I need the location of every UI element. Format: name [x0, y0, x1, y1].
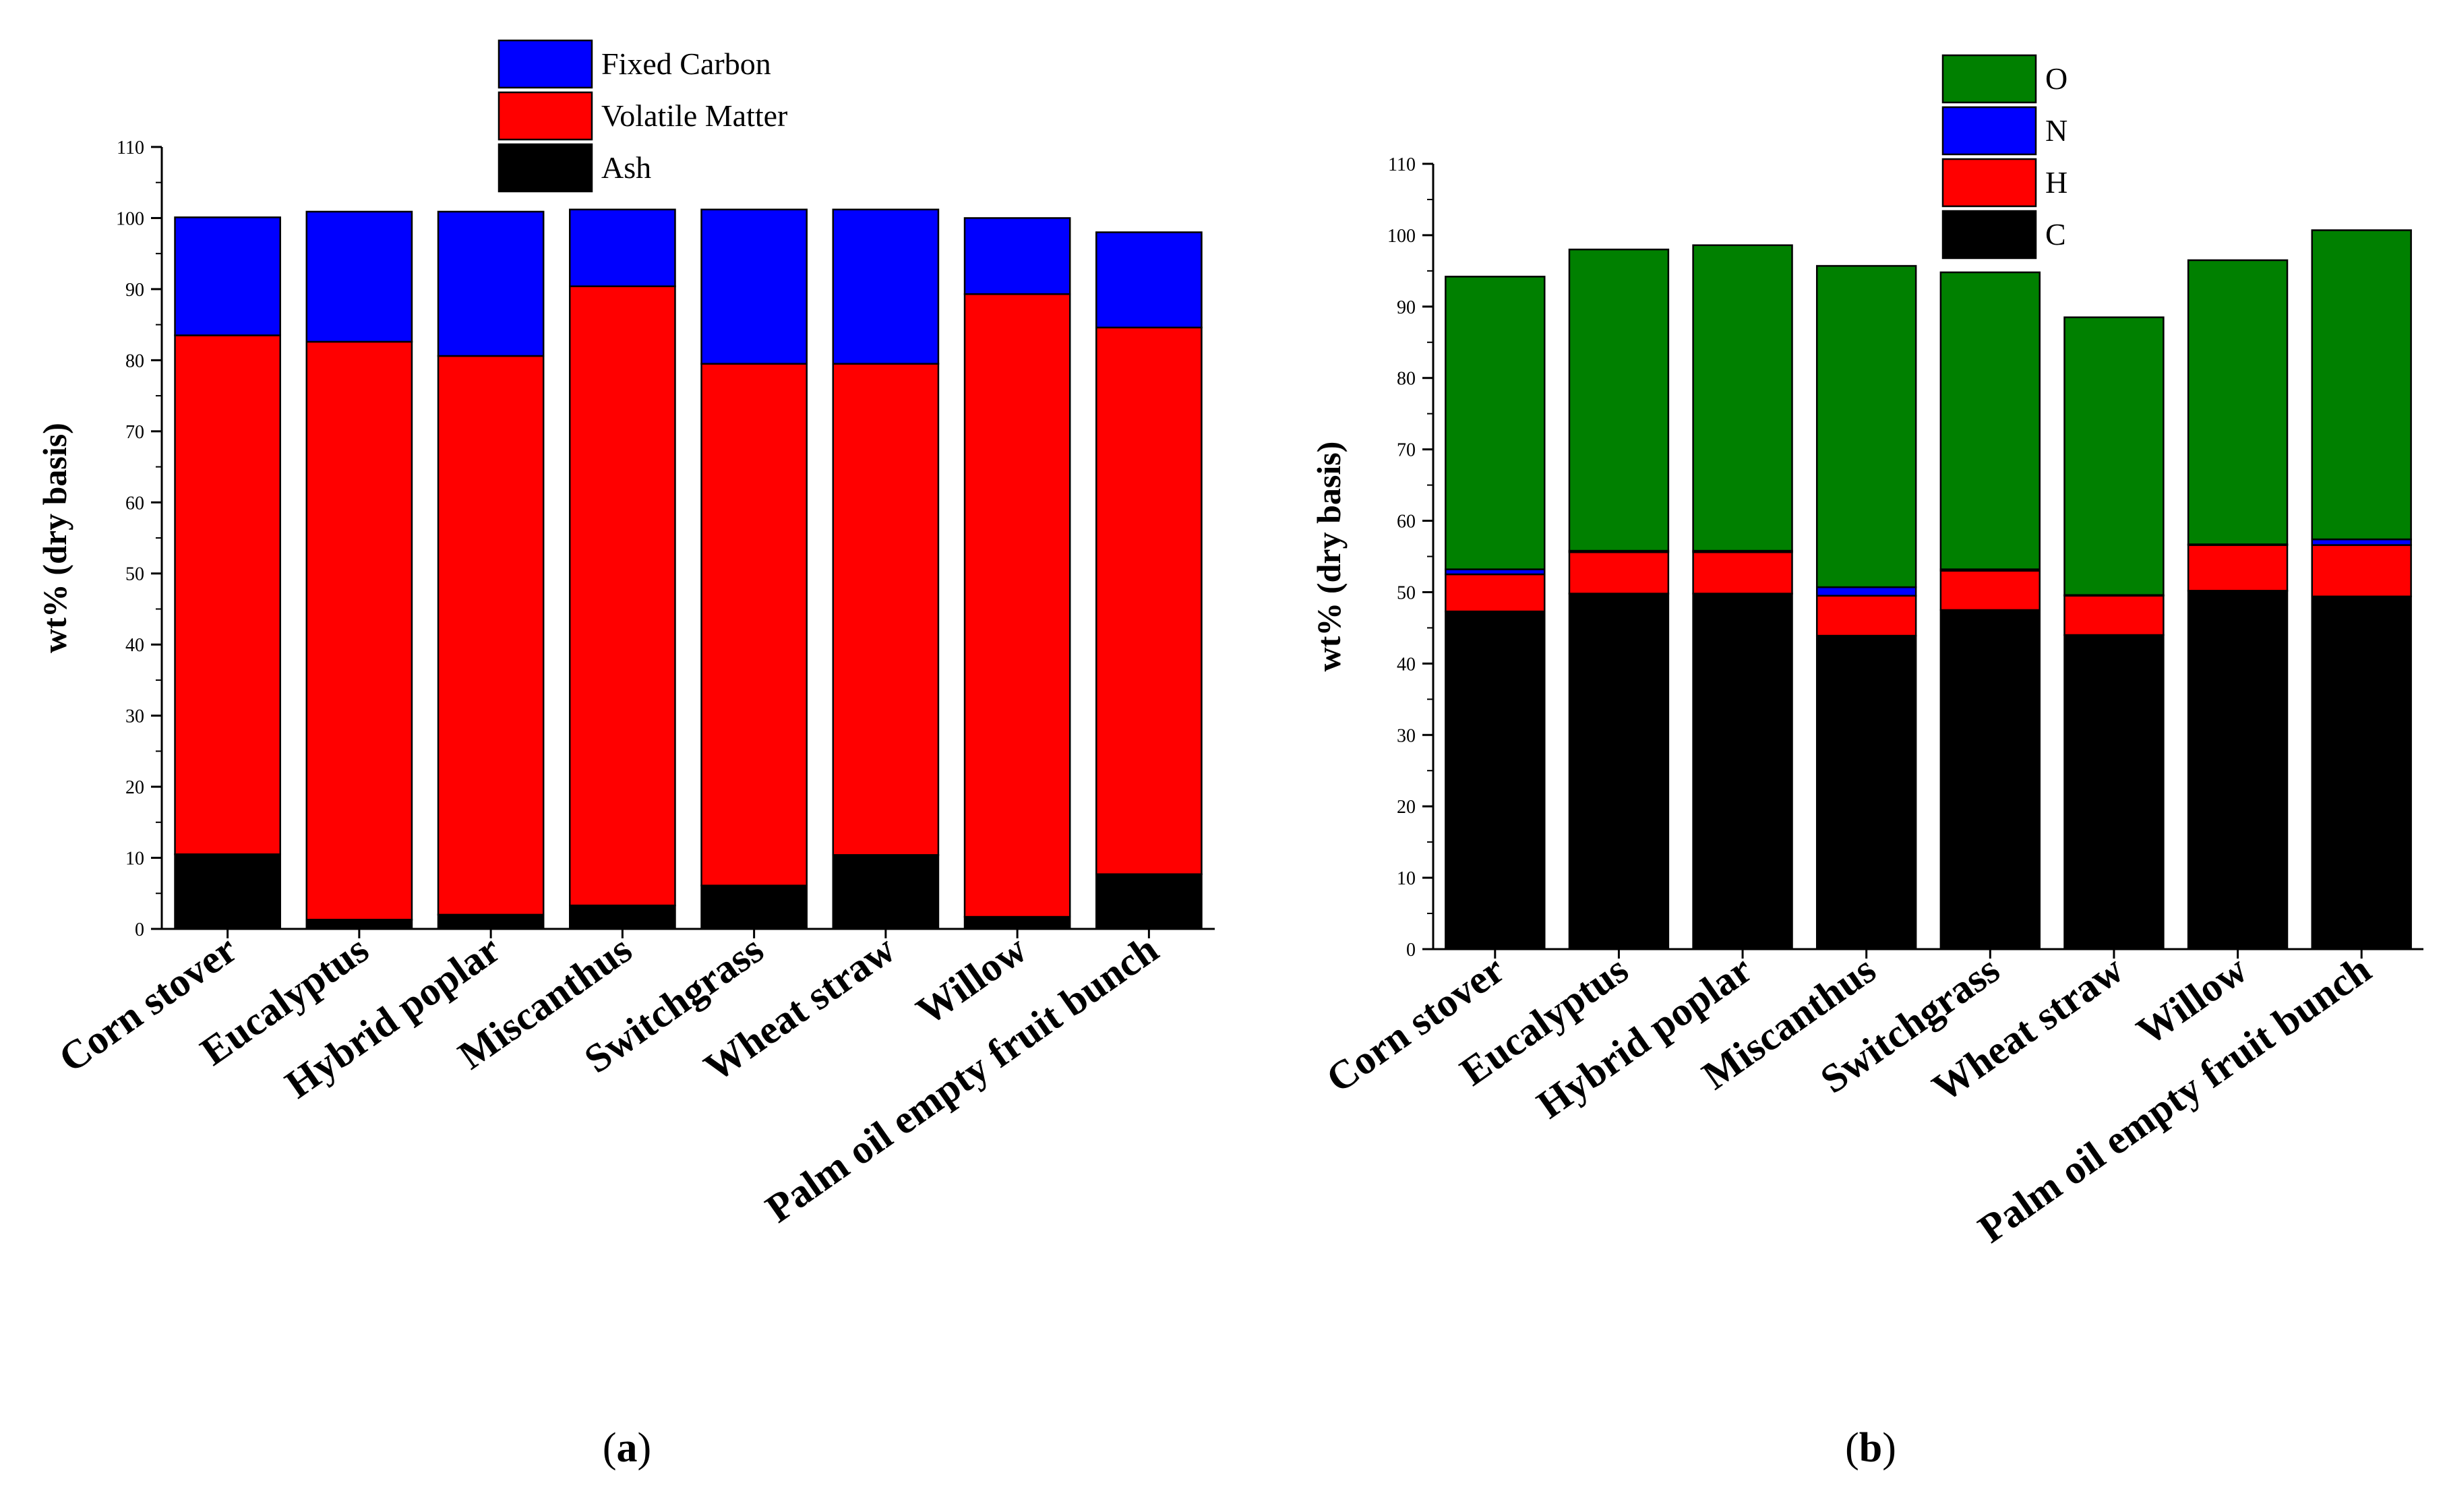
legend-swatch: [497, 39, 593, 89]
y-tick-label: 0: [1406, 940, 1416, 961]
bar-segment: [1568, 551, 1670, 595]
bar-segment: [963, 915, 1071, 930]
legend-swatch: [1941, 54, 2037, 104]
legend-swatch: [1941, 158, 2037, 208]
bar-segment: [305, 340, 413, 921]
bar-segment: [1815, 586, 1917, 597]
y-tick-label: 10: [125, 849, 144, 870]
legend-label: N: [2045, 113, 2067, 148]
y-tick-label: 90: [125, 280, 144, 301]
y-tick-label: 60: [125, 493, 144, 514]
y-tick-label: 0: [135, 919, 144, 940]
bar-segment: [1568, 248, 1670, 552]
bar-segment: [2063, 595, 2165, 636]
bar-segment: [963, 293, 1071, 918]
y-tick-label: 70: [125, 422, 144, 443]
y-tick-label: 70: [1397, 440, 1416, 461]
bar-segment: [1095, 326, 1203, 876]
legend-swatch: [497, 143, 593, 193]
y-tick-label: 110: [1388, 154, 1416, 175]
bar-segment: [832, 363, 940, 856]
bar-segment: [437, 210, 545, 357]
legend-swatch: [1941, 210, 2037, 260]
legend-swatch: [497, 91, 593, 141]
bar-segment: [1445, 573, 1546, 613]
legend-label: Volatile Matter: [601, 98, 787, 133]
y-tick-label: 20: [125, 777, 144, 798]
bar-segment: [832, 854, 940, 930]
bar-segment: [2187, 544, 2289, 592]
y-tick-label: 40: [125, 635, 144, 656]
y-tick-label: 100: [116, 208, 144, 229]
y-tick-label: 100: [1387, 226, 1416, 247]
bar-segment: [1568, 593, 1670, 950]
panel-label: (b): [1845, 1425, 1896, 1471]
bar-segment: [1815, 634, 1917, 950]
legend-label: C: [2045, 217, 2066, 251]
bar-segment: [700, 363, 808, 886]
bar-segment: [2311, 595, 2412, 950]
legend-label: O: [2045, 61, 2067, 96]
bar-segment: [569, 904, 676, 930]
bar-segment: [1939, 609, 2041, 950]
legend-label: Fixed Carbon: [601, 47, 771, 81]
bar-segment: [2311, 229, 2412, 541]
panel-label: (a): [603, 1425, 651, 1471]
bar-segment: [1692, 593, 1793, 950]
y-tick-label: 50: [1397, 582, 1416, 603]
bar-segment: [1815, 265, 1917, 588]
bar-segment: [2311, 544, 2412, 598]
bar-segment: [174, 216, 281, 336]
bar-segment: [700, 208, 808, 365]
bar-segment: [437, 355, 545, 916]
bar-segment: [2187, 259, 2289, 545]
bar-segment: [1939, 271, 2041, 570]
y-tick-label: 90: [1397, 297, 1416, 318]
y-tick-label: 50: [125, 564, 144, 585]
bar-segment: [437, 913, 545, 930]
y-axis-title: wt% (dry basis): [1310, 442, 1348, 672]
bar-segment: [2311, 538, 2412, 546]
bar-segment: [569, 208, 676, 287]
bar-segment: [174, 853, 281, 930]
y-tick-label: 80: [1397, 369, 1416, 390]
y-tick-label: 110: [117, 138, 144, 158]
legend-label: H: [2045, 165, 2067, 200]
bar-segment: [1445, 276, 1546, 570]
bar-segment: [1095, 231, 1203, 329]
y-tick-label: 30: [125, 706, 144, 727]
bar-segment: [1095, 873, 1203, 930]
legend-swatch: [1941, 106, 2037, 156]
bar-segment: [569, 285, 676, 907]
bar-segment: [305, 210, 413, 343]
bar-segment: [305, 919, 413, 930]
y-axis-title: wt% (dry basis): [36, 423, 73, 653]
bar-segment: [1692, 551, 1793, 595]
bar-segment: [2063, 634, 2165, 950]
bar-segment: [2063, 316, 2165, 596]
bar-segment: [700, 884, 808, 930]
bar-segment: [1445, 610, 1546, 950]
y-tick-label: 30: [1397, 725, 1416, 746]
y-tick-label: 40: [1397, 654, 1416, 675]
bar-segment: [1939, 570, 2041, 611]
bar-segment: [2187, 590, 2289, 950]
y-tick-label: 60: [1397, 512, 1416, 533]
y-tick-label: 80: [125, 351, 144, 371]
legend-label: Ash: [601, 150, 651, 185]
bar-segment: [174, 334, 281, 855]
bar-segment: [1692, 244, 1793, 552]
y-tick-label: 20: [1397, 797, 1416, 818]
bar-segment: [1815, 595, 1917, 637]
bar-segment: [963, 217, 1071, 295]
category-label: Hybrid poplar: [1529, 947, 1759, 1127]
bar-segment: [832, 208, 940, 365]
y-tick-label: 10: [1397, 868, 1416, 889]
